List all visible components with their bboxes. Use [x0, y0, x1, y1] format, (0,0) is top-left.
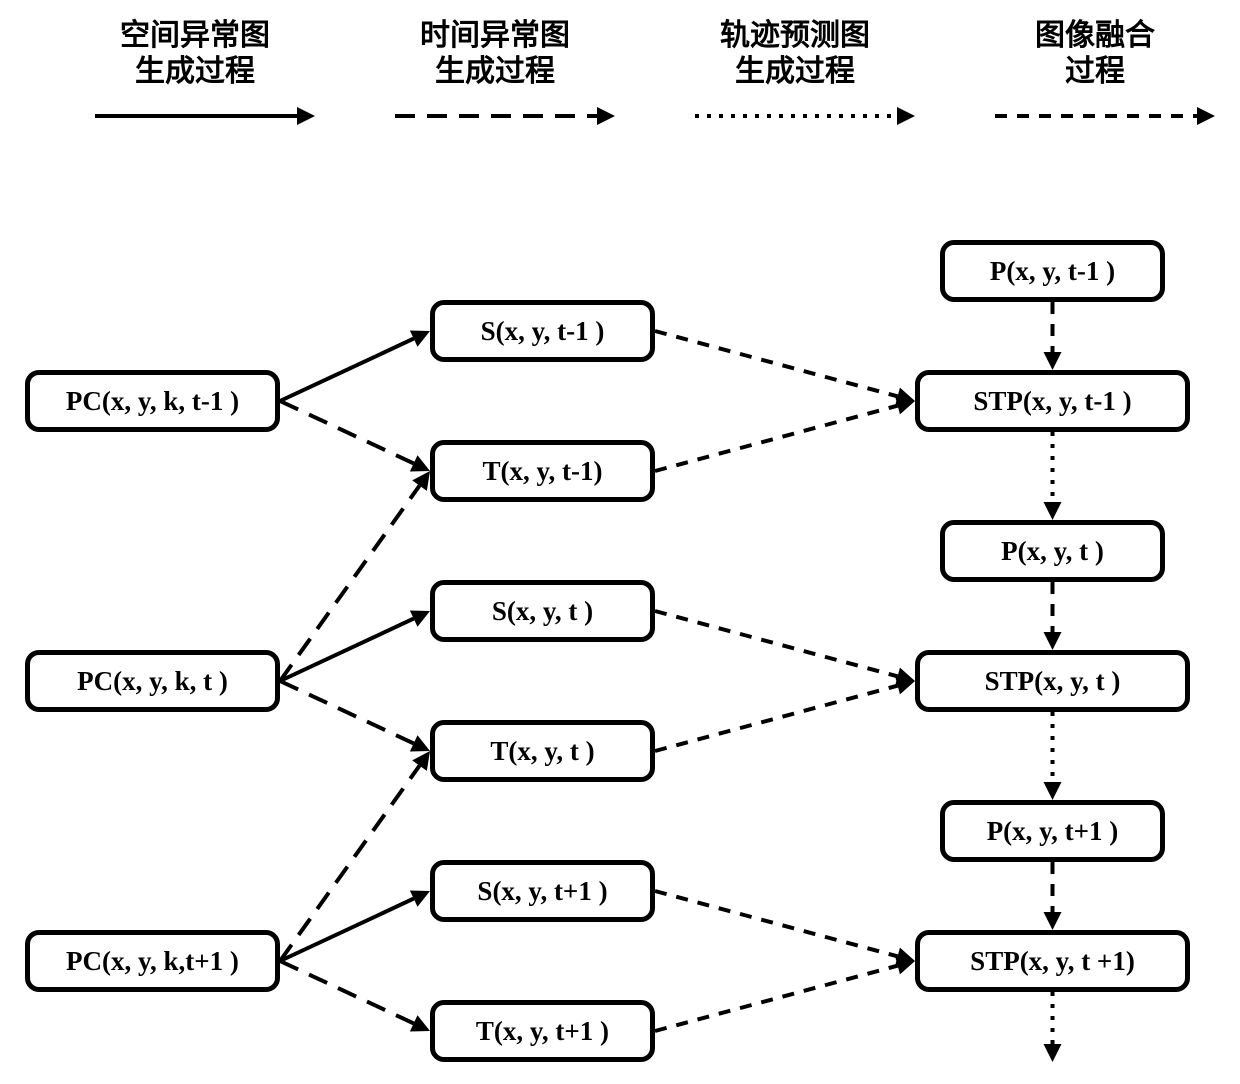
node-label: PC(x, y, k, t )	[77, 666, 228, 697]
node-t_t: T(x, y, t )	[430, 720, 655, 782]
node-label: STP(x, y, t )	[985, 666, 1121, 697]
node-p_tp1: P(x, y, t+1 )	[940, 800, 1165, 862]
edge-pc_tp1-t_t-arrowhead-icon	[412, 751, 430, 771]
node-p_t: P(x, y, t )	[940, 520, 1165, 582]
node-s_t: S(x, y, t )	[430, 580, 655, 642]
node-label: T(x, y, t+1 )	[476, 1016, 609, 1047]
edge-pc_t-t_tm1-arrowhead-icon	[412, 471, 430, 491]
edge-pc_tm1-s_tm1-line	[280, 339, 414, 401]
edge-s_tm1-stp_tm1-line	[655, 331, 898, 396]
node-pc_tm1: PC(x, y, k, t-1 )	[25, 370, 280, 432]
node-stp_tm1: STP(x, y, t-1 )	[915, 370, 1190, 432]
legend-arrow-traj-arrowhead-icon	[897, 107, 915, 125]
node-pc_t: PC(x, y, k, t )	[25, 650, 280, 712]
edge-t_tp1-stp_tp1-arrowhead-icon	[895, 957, 915, 974]
legend-label-spatial: 空间异常图 生成过程	[95, 18, 295, 90]
legend-label-temporal: 时间异常图 生成过程	[395, 18, 595, 90]
edge-p_t-stp_t-arrowhead-icon	[1044, 632, 1062, 650]
node-label: S(x, y, t )	[492, 596, 593, 627]
node-label: P(x, y, t )	[1001, 536, 1104, 567]
node-pc_tp1: PC(x, y, k,t+1 )	[25, 930, 280, 992]
edge-t_tp1-stp_tp1-line	[655, 966, 898, 1031]
edge-pc_tp1-s_tp1-arrowhead-icon	[410, 890, 430, 906]
edge-s_tp1-stp_tp1-line	[655, 891, 898, 956]
node-label: S(x, y, t+1 )	[477, 876, 607, 907]
edge-pc_t-t_tm1-line	[280, 486, 420, 681]
edge-pc_t-s_t-arrowhead-icon	[410, 610, 430, 626]
edge-pc_tm1-t_tm1-line	[280, 401, 414, 463]
diagram-canvas: 空间异常图 生成过程 时间异常图 生成过程 轨迹预测图 生成过程 图像融合 过程 PC(…	[0, 0, 1240, 1084]
edge-pc_tp1-t_tp1-arrowhead-icon	[410, 1015, 430, 1031]
edge-t_t-stp_t-line	[655, 686, 898, 751]
node-label: P(x, y, t-1 )	[990, 256, 1115, 287]
legend-arrow-spatial-arrowhead-icon	[297, 107, 315, 125]
legend-label-fusion: 图像融合 过程	[995, 18, 1195, 90]
edge-pc_tm1-t_tm1-arrowhead-icon	[410, 455, 430, 471]
node-s_tm1: S(x, y, t-1 )	[430, 300, 655, 362]
edge-stp_t-p_tp1-arrowhead-icon	[1044, 782, 1062, 800]
edge-stp_tm1-p_t-arrowhead-icon	[1044, 502, 1062, 520]
node-p_tm1: P(x, y, t-1 )	[940, 240, 1165, 302]
edge-pc_tm1-s_tm1-arrowhead-icon	[410, 330, 430, 346]
node-label: STP(x, y, t +1)	[970, 946, 1135, 977]
edge-s_tp1-stp_tp1-arrowhead-icon	[895, 948, 915, 965]
node-label: S(x, y, t-1 )	[481, 316, 605, 347]
legend-arrow-temporal-arrowhead-icon	[597, 107, 615, 125]
node-stp_tp1: STP(x, y, t +1)	[915, 930, 1190, 992]
node-stp_t: STP(x, y, t )	[915, 650, 1190, 712]
node-label: T(x, y, t )	[490, 736, 594, 767]
edge-pc_t-t_t-arrowhead-icon	[410, 735, 430, 751]
edge-pc_t-s_t-line	[280, 619, 414, 681]
node-label: PC(x, y, k, t-1 )	[66, 386, 239, 417]
node-label: T(x, y, t-1)	[483, 456, 603, 487]
node-t_tp1: T(x, y, t+1 )	[430, 1000, 655, 1062]
edge-s_t-stp_t-line	[655, 611, 898, 676]
edge-s_tm1-stp_tm1-arrowhead-icon	[895, 388, 915, 405]
edge-pc_tp1-t_tp1-line	[280, 961, 414, 1023]
edge-s_t-stp_t-arrowhead-icon	[895, 668, 915, 685]
edge-pc_tp1-t_t-line	[280, 766, 420, 961]
legend-label-traj: 轨迹预测图 生成过程	[695, 18, 895, 90]
edge-p_tp1-stp_tp1-arrowhead-icon	[1044, 912, 1062, 930]
legend-arrow-fusion-arrowhead-icon	[1197, 107, 1215, 125]
edge-p_tm1-stp_tm1-arrowhead-icon	[1044, 352, 1062, 370]
extra-stp_tp1_down-arrowhead-icon	[1044, 1044, 1062, 1062]
node-label: STP(x, y, t-1 )	[973, 386, 1131, 417]
edge-t_tm1-stp_tm1-arrowhead-icon	[895, 397, 915, 414]
edge-t_tm1-stp_tm1-line	[655, 406, 898, 471]
node-label: P(x, y, t+1 )	[987, 816, 1119, 847]
edge-pc_tp1-s_tp1-line	[280, 899, 414, 961]
edge-pc_t-t_t-line	[280, 681, 414, 743]
edge-t_t-stp_t-arrowhead-icon	[895, 677, 915, 694]
node-label: PC(x, y, k,t+1 )	[66, 946, 239, 977]
node-s_tp1: S(x, y, t+1 )	[430, 860, 655, 922]
node-t_tm1: T(x, y, t-1)	[430, 440, 655, 502]
